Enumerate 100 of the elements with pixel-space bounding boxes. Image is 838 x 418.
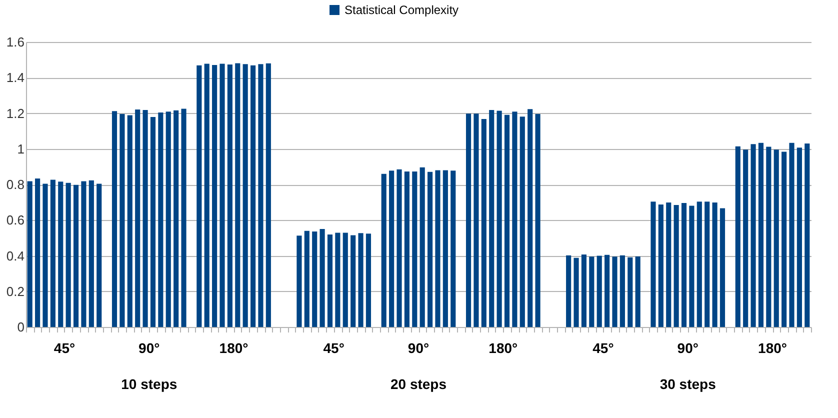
bar — [489, 110, 494, 327]
bar — [535, 114, 540, 327]
bar — [250, 65, 256, 327]
y-tick-label: 0.6 — [6, 212, 24, 228]
bar — [366, 234, 372, 327]
bar — [142, 110, 148, 327]
bar — [404, 171, 410, 327]
y-tick-label: 0 — [17, 320, 24, 334]
bar — [358, 233, 364, 327]
bar — [135, 110, 140, 327]
text: 180° — [488, 340, 518, 356]
bar — [420, 167, 425, 327]
bar — [66, 182, 71, 327]
bar — [796, 148, 802, 327]
text: 10 steps — [121, 376, 178, 392]
bar — [396, 169, 402, 327]
bar — [674, 204, 679, 327]
bar — [466, 114, 472, 327]
bar — [689, 206, 694, 327]
bar — [35, 178, 40, 327]
bar — [735, 146, 740, 327]
bar — [612, 256, 618, 327]
bar — [166, 112, 171, 327]
bar — [350, 235, 356, 327]
bar — [227, 64, 232, 327]
bar — [442, 170, 448, 327]
bar — [512, 112, 518, 327]
text: 90° — [138, 340, 160, 356]
bar — [604, 254, 610, 327]
bar — [327, 234, 333, 327]
bar — [112, 111, 118, 327]
bar — [312, 232, 318, 327]
bar — [720, 208, 726, 327]
bar — [758, 142, 764, 327]
text: 90° — [408, 340, 430, 356]
bar — [220, 64, 225, 327]
bar — [181, 108, 186, 327]
bar — [774, 150, 779, 327]
bar — [381, 174, 386, 327]
bar — [174, 110, 179, 327]
bar — [58, 182, 64, 327]
bar — [389, 170, 394, 327]
bar — [412, 171, 418, 327]
bar — [496, 110, 502, 327]
bar — [596, 256, 602, 327]
y-tick-label: 1.2 — [6, 106, 24, 121]
bar — [42, 184, 48, 327]
y-tick-label: 1.6 — [6, 34, 24, 50]
y-tick-label: 0.4 — [6, 248, 24, 264]
bar — [589, 256, 594, 327]
bar — [474, 114, 479, 327]
bar — [782, 152, 787, 327]
bar — [50, 180, 56, 327]
bar — [450, 170, 456, 327]
bar — [242, 64, 248, 327]
bar — [81, 181, 86, 327]
y-tick-label: 0.8 — [6, 177, 24, 192]
bar — [666, 202, 672, 327]
bar — [520, 116, 525, 327]
bar — [120, 114, 125, 327]
bar — [681, 203, 687, 327]
text: 30 steps — [660, 376, 716, 392]
bar — [127, 115, 132, 327]
bar — [212, 64, 218, 327]
bar — [635, 256, 640, 327]
bar — [150, 116, 156, 327]
y-tick-label: 0.2 — [6, 284, 24, 299]
text: 45° — [323, 340, 344, 356]
text: 45° — [592, 340, 614, 356]
bar — [27, 181, 32, 327]
text: 90° — [677, 340, 698, 356]
bar — [258, 64, 264, 327]
bar — [96, 184, 102, 327]
bar — [804, 144, 810, 327]
bar — [712, 202, 718, 327]
text: 45° — [54, 340, 76, 356]
bar — [304, 230, 310, 327]
bar — [73, 184, 79, 327]
bar — [296, 236, 302, 327]
bar — [620, 255, 625, 327]
bar — [566, 255, 572, 327]
bar — [335, 232, 340, 327]
y-tick-label: 1.4 — [6, 70, 24, 86]
text: 180° — [219, 340, 248, 356]
text: 20 steps — [390, 376, 447, 392]
bar — [235, 63, 240, 327]
bar — [342, 232, 348, 327]
bar — [196, 65, 202, 327]
bar — [504, 114, 510, 327]
y-tick-label: 1 — [17, 141, 24, 156]
bar — [528, 109, 533, 327]
bar — [428, 172, 433, 327]
bar — [650, 202, 656, 327]
bar — [628, 257, 633, 327]
bar — [435, 170, 440, 327]
bar — [789, 142, 794, 327]
bar — [266, 63, 271, 327]
text: 180° — [758, 340, 788, 356]
bar — [658, 204, 664, 327]
legend-label: Statistical Complexity — [344, 3, 459, 17]
